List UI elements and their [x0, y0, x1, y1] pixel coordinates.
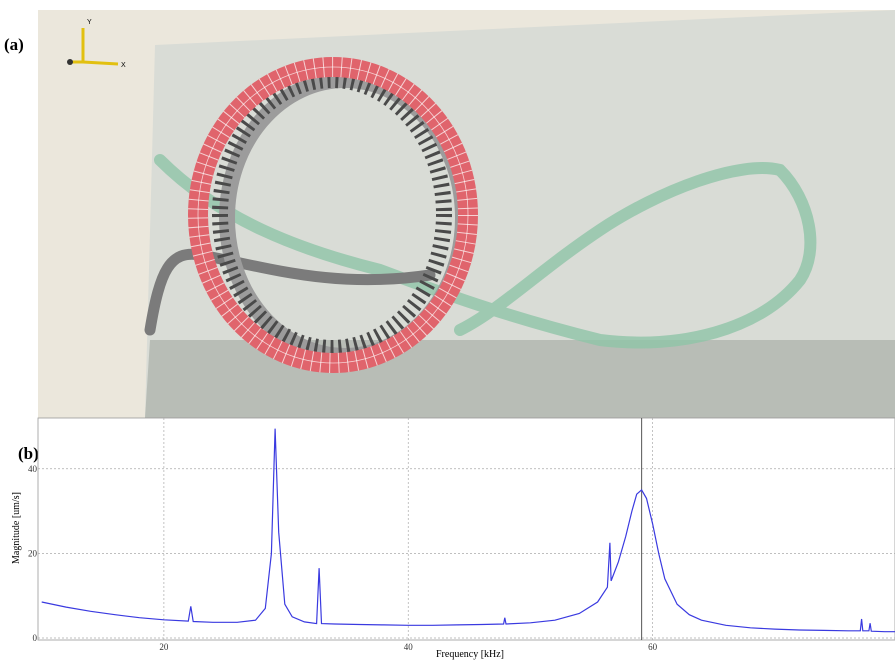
x-tick-label: 20: [159, 642, 169, 652]
photo-panel: Y X (a): [4, 10, 895, 418]
plot-area: [37, 417, 895, 641]
panel-label: (a): [4, 35, 24, 54]
ring-mesh-inner: [212, 72, 452, 356]
wire-green: [154, 154, 817, 349]
triad-x2: [82, 60, 119, 66]
spectrum-line: [41, 428, 895, 633]
photo: [145, 10, 895, 418]
y-tick-label: 20: [28, 548, 38, 558]
axis-triad: Y X: [67, 19, 126, 69]
panel-label: (b): [18, 444, 39, 463]
x-tick-label: 60: [648, 642, 658, 652]
photo-table: [145, 340, 895, 418]
y-tick-label: 40: [28, 464, 38, 474]
y-axis-label: Magnitude [um/s]: [11, 492, 22, 564]
triad-y-label: Y: [87, 19, 92, 26]
triad-x-label: X: [121, 62, 126, 69]
x-tick-label: 40: [404, 642, 414, 652]
ring-model-mesh-line: [197, 66, 469, 364]
wire-gray: [144, 248, 436, 336]
triad-origin: [67, 59, 73, 65]
x-axis-label: Frequency [kHz]: [436, 649, 504, 660]
y-tick-label: 0: [33, 633, 38, 643]
spectrum-chart: (b) 20 40 60 0 20 40 Frequency [kHz] Magnitude …: [11, 417, 895, 660]
